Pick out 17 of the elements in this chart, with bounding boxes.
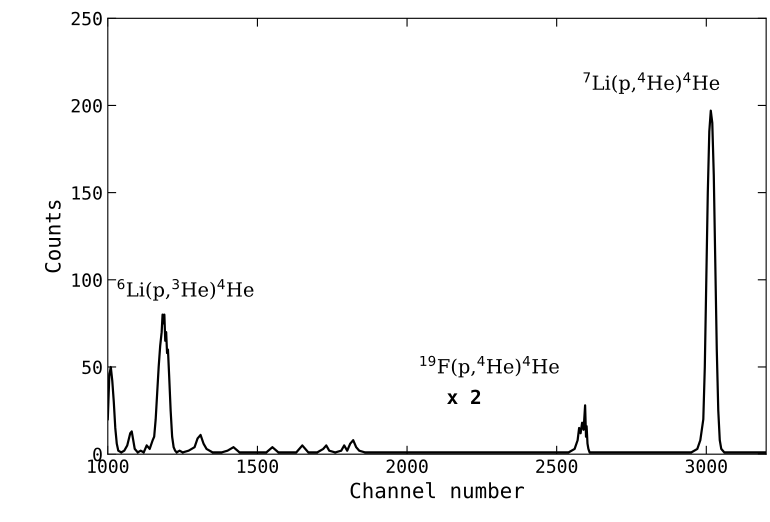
y-axis-title: Counts [44, 200, 61, 272]
x-tick-label: 1500 [238, 459, 278, 474]
annotation: x 2 [447, 390, 480, 404]
x-tick-label: 1000 [88, 459, 128, 474]
annotation: $^{19}$F(p,$^{4}$He)$^{4}$He [420, 356, 559, 378]
x-tick-label: 2500 [536, 459, 578, 474]
x-tick-label: 2000 [386, 459, 428, 474]
y-tick-label: 200 [72, 98, 102, 113]
y-tick-label: 150 [72, 186, 102, 200]
x-tick-label: 3000 [686, 459, 727, 474]
y-tick-label: 250 [72, 12, 102, 26]
annotation: $^{6}$Li(p,$^{3}$He)$^{4}$He [118, 278, 254, 301]
y-tick-label: 0 [93, 448, 102, 462]
y-tick-label: 50 [82, 360, 102, 374]
annotation: $^{7}$Li(p,$^{4}$He)$^{4}$He [584, 72, 720, 94]
y-tick-label: 100 [72, 273, 102, 287]
x-axis-title: Channel number [350, 482, 524, 498]
